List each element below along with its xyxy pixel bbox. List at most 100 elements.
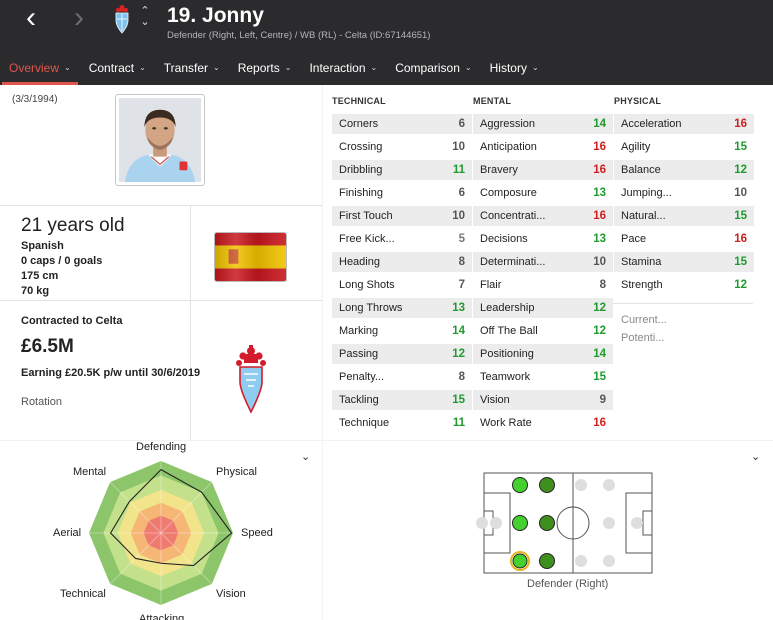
- tab-interaction[interactable]: Interaction ⌄: [300, 50, 386, 85]
- tab-overview[interactable]: Overview ⌄: [0, 50, 80, 85]
- attribute-row-technical[interactable]: Crossing 10: [332, 137, 472, 157]
- chevron-down-icon[interactable]: ⌄: [301, 451, 311, 463]
- tab-label: Transfer: [163, 60, 209, 75]
- attribute-value: 16: [734, 118, 747, 130]
- attribute-row-physical[interactable]: Pace 16: [614, 229, 754, 249]
- tab-comparison[interactable]: Comparison ⌄: [386, 50, 480, 85]
- attribute-value: 12: [734, 279, 747, 291]
- back-arrow-icon[interactable]: ‹: [26, 1, 36, 34]
- attribute-row-physical[interactable]: Agility 15: [614, 137, 754, 157]
- tab-history[interactable]: History ⌄: [481, 50, 548, 85]
- position-dot: [575, 479, 587, 491]
- nationality: Spanish: [21, 240, 64, 252]
- attribute-value: 9: [599, 394, 606, 406]
- attribute-name: Technique: [339, 417, 390, 429]
- chevron-down-icon: ⌄: [284, 63, 292, 72]
- radar-label-speed: Speed: [241, 527, 273, 539]
- attribute-row-mental[interactable]: Flair 8: [473, 275, 613, 295]
- attribute-row-technical[interactable]: Long Shots 7: [332, 275, 472, 295]
- attribute-name: Jumping...: [621, 187, 672, 199]
- attribute-name: Penalty...: [339, 371, 385, 383]
- attribute-row-mental[interactable]: Teamwork 15: [473, 367, 613, 387]
- chevron-down-icon: ⌄: [64, 63, 71, 72]
- tab-transfer[interactable]: Transfer ⌄: [155, 50, 229, 85]
- tab-reports[interactable]: Reports ⌄: [229, 50, 301, 85]
- radar-label-technical: Technical: [60, 588, 106, 600]
- international-caps: 0 caps / 0 goals: [21, 255, 103, 267]
- attribute-value: 14: [452, 325, 465, 337]
- attribute-row-physical[interactable]: Acceleration 16: [614, 114, 754, 134]
- chevron-down-icon: ⌄: [370, 63, 378, 72]
- attribute-name: Stamina: [621, 256, 662, 268]
- attribute-name: Free Kick...: [339, 233, 395, 245]
- attribute-row-physical[interactable]: Jumping... 10: [614, 183, 754, 203]
- radar-spoke: [160, 481, 213, 534]
- attribute-row-mental[interactable]: Vision 9: [473, 390, 613, 410]
- radar-label-defending: Defending: [136, 441, 187, 453]
- attribute-row-mental[interactable]: Determinati... 10: [473, 252, 613, 272]
- forward-arrow-icon[interactable]: ›: [74, 1, 84, 34]
- attribute-name: Corners: [339, 118, 379, 130]
- attribute-row-mental[interactable]: Concentrati... 16: [473, 206, 613, 226]
- attribute-row-technical[interactable]: Corners 6: [332, 114, 472, 134]
- current-ability[interactable]: Current...: [621, 314, 667, 326]
- attribute-value: 16: [593, 210, 606, 222]
- attribute-row-physical[interactable]: Strength 12: [614, 275, 754, 295]
- radar-label-attacking: Attacking: [139, 613, 185, 620]
- attribute-value: 7: [458, 279, 465, 291]
- tab-bar: Overview ⌄ Contract ⌄ Transfer ⌄ Reports ⌄ Inter…: [0, 50, 773, 85]
- attribute-row-mental[interactable]: Off The Ball 12: [473, 321, 613, 341]
- squad-status: Rotation: [21, 396, 62, 408]
- attribute-row-mental[interactable]: Composure 13: [473, 183, 613, 203]
- attribute-value: 15: [734, 256, 747, 268]
- attribute-row-technical[interactable]: Free Kick... 5: [332, 229, 472, 249]
- attribute-value: 12: [593, 325, 606, 337]
- attribute-value: 8: [458, 371, 465, 383]
- divider: [0, 205, 322, 206]
- attribute-row-technical[interactable]: Technique 11: [332, 413, 472, 433]
- attribute-row-technical[interactable]: Dribbling 11: [332, 160, 472, 180]
- contract-wage: Earning £20.5K p/w until 30/6/2019: [21, 367, 201, 379]
- attribute-value: 16: [734, 233, 747, 245]
- empty-positions: [476, 479, 643, 567]
- attribute-row-mental[interactable]: Aggression 14: [473, 114, 613, 134]
- attribute-row-technical[interactable]: Tackling 15: [332, 390, 472, 410]
- attribute-name: Long Shots: [339, 279, 395, 291]
- attribute-row-physical[interactable]: Balance 12: [614, 160, 754, 180]
- attribute-row-technical[interactable]: Marking 14: [332, 321, 472, 341]
- attribute-name: Acceleration: [621, 118, 682, 130]
- player-weight: 70 kg: [21, 285, 50, 297]
- attribute-value: 11: [452, 417, 465, 429]
- potential-ability[interactable]: Potenti...: [621, 332, 665, 344]
- attribute-row-technical[interactable]: Long Throws 13: [332, 298, 472, 318]
- attribute-value: 8: [599, 279, 606, 291]
- attribute-row-technical[interactable]: Finishing 6: [332, 183, 472, 203]
- attribute-row-physical[interactable]: Stamina 15: [614, 252, 754, 272]
- attribute-name: Decisions: [480, 233, 528, 245]
- attribute-row-technical[interactable]: Passing 12: [332, 344, 472, 364]
- radar-label-physical: Physical: [216, 466, 257, 478]
- attribute-row-mental[interactable]: Positioning 14: [473, 344, 613, 364]
- tab-contract[interactable]: Contract ⌄: [80, 50, 155, 85]
- attribute-row-technical[interactable]: First Touch 10: [332, 206, 472, 226]
- attribute-name: Bravery: [480, 164, 518, 176]
- chevron-down-icon: ⌄: [139, 63, 146, 72]
- attribute-name: Positioning: [480, 348, 534, 360]
- attribute-row-technical[interactable]: Penalty... 8: [332, 367, 472, 387]
- attribute-row-mental[interactable]: Bravery 16: [473, 160, 613, 180]
- attribute-row-mental[interactable]: Decisions 13: [473, 229, 613, 249]
- attribute-row-mental[interactable]: Anticipation 16: [473, 137, 613, 157]
- attribute-row-mental[interactable]: Work Rate 16: [473, 413, 613, 433]
- attribute-row-technical[interactable]: Heading 8: [332, 252, 472, 272]
- attribute-value: 16: [593, 141, 606, 153]
- attribute-row-mental[interactable]: Leadership 12: [473, 298, 613, 318]
- player-height: 175 cm: [21, 270, 59, 282]
- attribute-name: Anticipation: [480, 141, 537, 153]
- tab-label: Contract: [88, 60, 135, 75]
- chevron-down-icon[interactable]: ⌄: [751, 451, 761, 463]
- attribute-name: Leadership: [480, 302, 535, 314]
- player-switch-icon[interactable]: ⌃ ⌄: [140, 5, 150, 28]
- tab-label: History: [489, 60, 527, 75]
- attribute-row-physical[interactable]: Natural... 15: [614, 206, 754, 226]
- position-dot-natural: [512, 515, 528, 531]
